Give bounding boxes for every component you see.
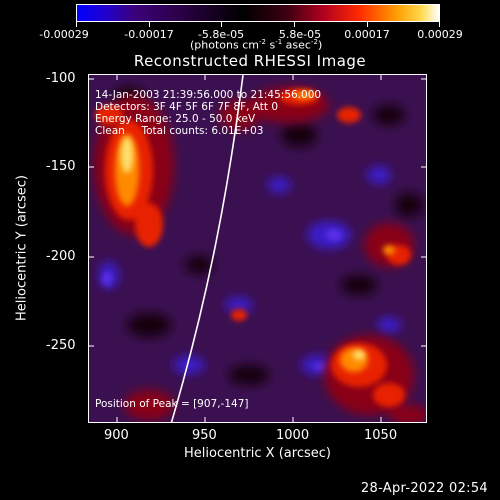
- colorbar-tick-label: -0.00017: [124, 28, 174, 41]
- x-tick-label: 1000: [276, 428, 310, 443]
- annotation-detectors: Detectors: 3F 4F 5F 6F 7F 8F, Att 0: [95, 101, 279, 113]
- x-tick-label: 950: [192, 428, 217, 443]
- rhessi-image: 14-Jan-2003 21:39:56.000 to 21:45:56.000…: [88, 74, 427, 423]
- x-axis-label: Heliocentric X (arcsec): [184, 446, 331, 461]
- y-tick-label: -250: [46, 338, 76, 353]
- x-tick-label: 900: [104, 428, 129, 443]
- colorbar-ticks: -0.00029 -0.00017 -5.8e-05 5.8e-05 0.000…: [0, 0, 500, 60]
- colorbar-tick-label: -5.8e-05: [197, 28, 245, 41]
- y-tick-label: -100: [46, 71, 76, 86]
- colorbar-tick-label: 0.00029: [417, 28, 463, 41]
- annotation-peak-position: Position of Peak = [907,-147]: [95, 398, 249, 410]
- annotation-energy: Energy Range: 25.0 - 50.0 keV: [95, 113, 256, 125]
- y-axis-label: Heliocentric Y (arcsec): [14, 175, 30, 321]
- colorbar: [76, 4, 440, 22]
- colorbar-tick-label: 0.00017: [344, 28, 390, 41]
- colorbar-tick-label: 5.8e-05: [278, 28, 322, 41]
- rhessi-heatmap: [89, 75, 426, 422]
- colorbar-unit-label: (photons cm-2 s-1 asec-2): [190, 38, 323, 52]
- timestamp: 28-Apr-2022 02:54: [360, 481, 488, 496]
- plot-title: Reconstructed RHESSI Image: [133, 52, 367, 70]
- solar-limb-line: [170, 75, 244, 422]
- x-tick-label: 1050: [364, 428, 398, 443]
- y-tick-label: -200: [46, 249, 76, 264]
- y-tick-label: -150: [46, 159, 76, 174]
- colorbar-tick-label: -0.00029: [39, 28, 89, 41]
- annotation-clean: Clean Total counts: 6.01E+03: [95, 125, 264, 137]
- annotation-time-range: 14-Jan-2003 21:39:56.000 to 21:45:56.000: [95, 89, 322, 101]
